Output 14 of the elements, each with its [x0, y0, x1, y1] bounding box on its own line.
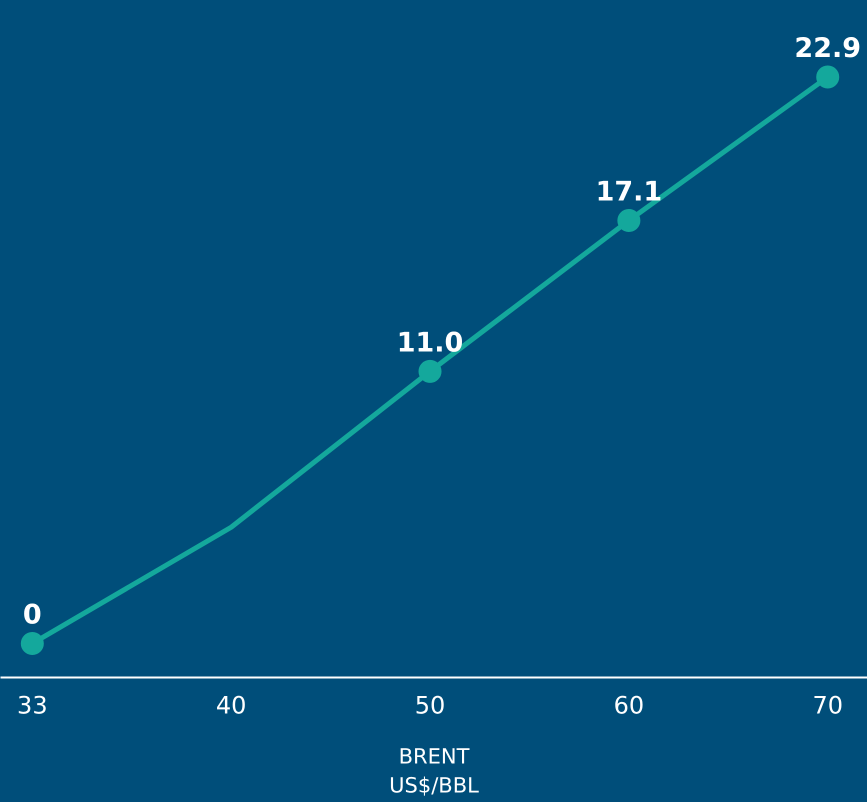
point — [20, 632, 44, 655]
x-axis-title: BRENT US$/BBL — [389, 744, 480, 798]
data-label: 0 — [22, 600, 42, 631]
data-label: 11.0 — [396, 327, 464, 358]
point — [617, 208, 640, 232]
point — [816, 66, 840, 88]
x-tick-label: 60 — [614, 692, 644, 720]
point — [418, 360, 442, 383]
x-tick-label: 33 — [17, 692, 48, 720]
x-tick-label: 70 — [812, 692, 844, 720]
x-tick-label: 40 — [216, 692, 246, 720]
data-label: 17.1 — [596, 176, 662, 208]
x-tick-label: 50 — [414, 692, 446, 720]
data-label: 22.9 — [794, 32, 862, 64]
